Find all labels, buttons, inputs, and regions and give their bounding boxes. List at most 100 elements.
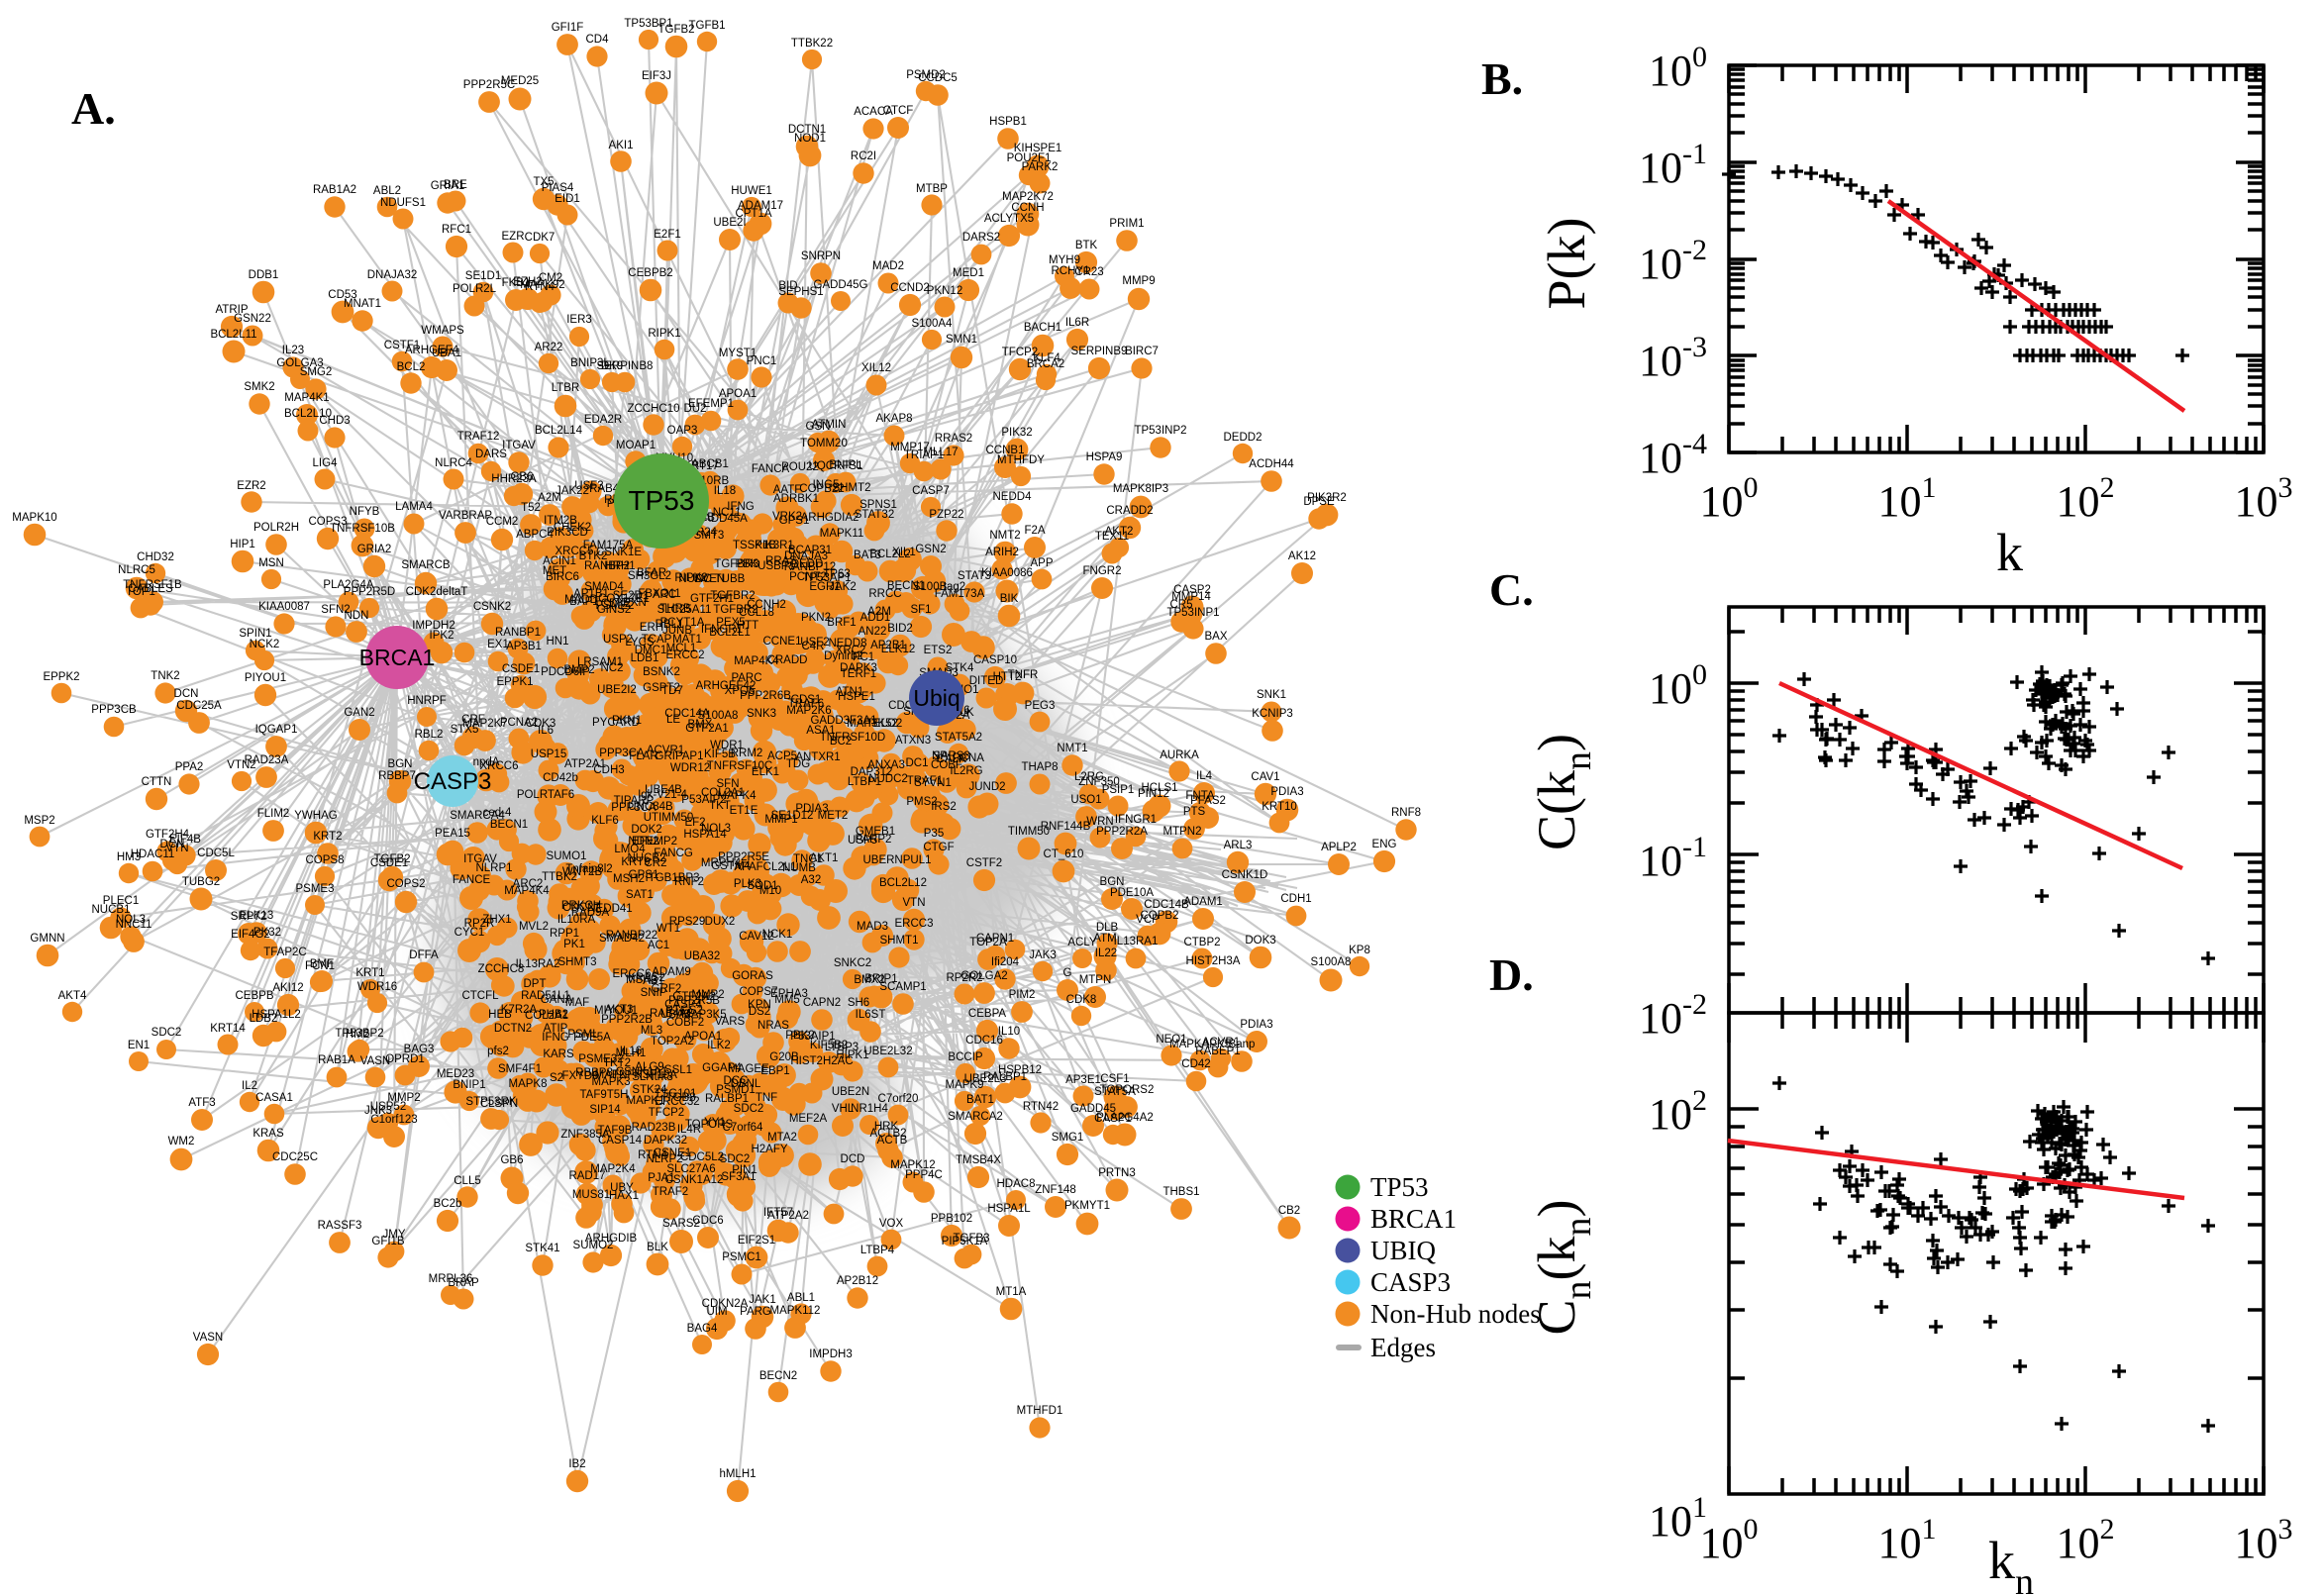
svg-text:VASN: VASN xyxy=(360,1055,390,1067)
svg-text:NUCB1: NUCB1 xyxy=(92,904,131,916)
svg-text:Ubiq: Ubiq xyxy=(913,685,960,711)
svg-text:HM3: HM3 xyxy=(117,851,141,863)
svg-text:DMC1: DMC1 xyxy=(635,645,667,656)
svg-text:PIK3R1: PIK3R1 xyxy=(755,540,794,551)
svg-text:CASP7: CASP7 xyxy=(912,485,950,497)
svg-text:GSN2: GSN2 xyxy=(915,544,946,555)
svg-text:FAM173A: FAM173A xyxy=(935,588,985,600)
svg-text:UBE4B: UBE4B xyxy=(645,784,682,796)
svg-text:IL4R: IL4R xyxy=(677,1124,701,1136)
svg-text:PIK3R2: PIK3R2 xyxy=(1307,492,1347,504)
svg-text:ABL2: ABL2 xyxy=(373,185,401,197)
svg-text:MTHFD1: MTHFD1 xyxy=(1017,1405,1063,1417)
svg-text:SFN: SFN xyxy=(717,778,740,790)
svg-text:TRIAP1: TRIAP1 xyxy=(904,449,944,461)
svg-text:NCK1: NCK1 xyxy=(762,929,793,941)
svg-text:C1orf123: C1orf123 xyxy=(370,1114,417,1126)
svg-text:GOLGA2: GOLGA2 xyxy=(960,970,1007,982)
svg-text:CABLES: CABLES xyxy=(128,583,173,595)
svg-text:IL6R: IL6R xyxy=(1065,317,1089,329)
svg-text:XIL12: XIL12 xyxy=(861,362,891,374)
svg-text:IFT57: IFT57 xyxy=(763,1207,793,1219)
svg-text:FNGR2: FNGR2 xyxy=(1083,565,1122,577)
svg-text:JMY: JMY xyxy=(383,1229,406,1241)
svg-text:CDKN2A: CDKN2A xyxy=(702,1298,749,1310)
svg-text:PPP3CB: PPP3CB xyxy=(91,704,137,716)
svg-text:RRM2: RRM2 xyxy=(731,748,763,759)
svg-text:NEO1: NEO1 xyxy=(1156,1034,1186,1046)
svg-text:FLAR: FLAR xyxy=(629,750,657,762)
svg-text:EX1: EX1 xyxy=(487,639,509,650)
svg-text:MM5: MM5 xyxy=(774,994,800,1006)
svg-text:TNFR: TNFR xyxy=(1008,669,1039,681)
svg-text:TNK2: TNK2 xyxy=(151,670,179,682)
svg-text:MTHFDY: MTHFDY xyxy=(997,454,1045,466)
svg-text:MLL17: MLL17 xyxy=(923,447,958,458)
svg-text:PIM2: PIM2 xyxy=(1009,989,1036,1001)
svg-text:JAK3: JAK3 xyxy=(1029,949,1057,961)
svg-text:PARK2: PARK2 xyxy=(1022,161,1059,173)
svg-text:FANCA: FANCA xyxy=(752,463,790,475)
svg-text:RC2I: RC2I xyxy=(851,150,876,162)
svg-text:VHL: VHL xyxy=(832,1103,855,1115)
svg-text:RABEP1: RABEP1 xyxy=(1195,1046,1240,1057)
svg-text:UBA1: UBA1 xyxy=(432,348,461,359)
svg-text:AP2B12: AP2B12 xyxy=(837,1275,878,1287)
svg-text:SF3A1: SF3A1 xyxy=(721,1171,756,1183)
svg-text:LRSAM1: LRSAM1 xyxy=(577,656,623,668)
svg-text:CDS1: CDS1 xyxy=(791,694,822,706)
svg-text:ERCC6: ERCC6 xyxy=(613,968,652,980)
svg-text:BIK: BIK xyxy=(1000,593,1019,605)
svg-text:Tnfaip8l2: Tnfaip8l2 xyxy=(565,863,612,875)
svg-text:Banp: Banp xyxy=(1229,1039,1256,1050)
svg-text:MTA2: MTA2 xyxy=(767,1132,797,1144)
svg-text:CSNK1D: CSNK1D xyxy=(1222,869,1268,881)
svg-text:MAPK112: MAPK112 xyxy=(770,1305,821,1317)
svg-text:BCAP31: BCAP31 xyxy=(788,545,832,556)
svg-text:NCK2: NCK2 xyxy=(250,639,280,650)
svg-text:BIRC6: BIRC6 xyxy=(546,571,579,583)
svg-text:ADAM17: ADAM17 xyxy=(738,200,783,212)
svg-text:C7orf64: C7orf64 xyxy=(723,1122,764,1134)
svg-text:DPT: DPT xyxy=(524,978,547,990)
svg-text:TKT2: TKT2 xyxy=(603,1057,631,1069)
svg-text:IMPDH3: IMPDH3 xyxy=(809,1348,852,1360)
svg-text:TNF: TNF xyxy=(756,1092,777,1104)
svg-text:ARIH2: ARIH2 xyxy=(985,547,1019,558)
svg-text:MAPK3: MAPK3 xyxy=(592,1076,631,1088)
svg-text:HN1: HN1 xyxy=(546,636,568,648)
svg-text:CAPN1: CAPN1 xyxy=(976,933,1014,945)
svg-text:BECN1: BECN1 xyxy=(887,580,925,592)
svg-text:NMT1: NMT1 xyxy=(1057,743,1087,754)
svg-text:TP53BP2: TP53BP2 xyxy=(335,1028,383,1040)
svg-text:TP53BP1: TP53BP1 xyxy=(624,18,672,30)
svg-text:SPIN1: SPIN1 xyxy=(239,628,271,640)
svg-text:LAMA4: LAMA4 xyxy=(395,501,433,513)
svg-text:HUWE1: HUWE1 xyxy=(731,185,772,197)
svg-text:CSNK2: CSNK2 xyxy=(473,601,511,613)
svg-text:ATP2A1: ATP2A1 xyxy=(564,758,606,770)
svg-text:KARS: KARS xyxy=(543,1048,574,1060)
svg-text:THBS1: THBS1 xyxy=(1162,1186,1199,1198)
svg-text:NC2: NC2 xyxy=(600,662,623,674)
svg-text:HSPB1: HSPB1 xyxy=(989,116,1027,128)
svg-text:ING5: ING5 xyxy=(813,479,840,491)
svg-text:SLNtrk3: SLNtrk3 xyxy=(632,1071,673,1083)
svg-text:D.: D. xyxy=(1489,949,1534,1000)
svg-text:PKN12: PKN12 xyxy=(927,285,962,297)
svg-text:JAK2: JAK2 xyxy=(829,581,857,593)
svg-text:SDC2: SDC2 xyxy=(720,1153,751,1165)
svg-text:MMP2: MMP2 xyxy=(387,1092,420,1104)
svg-text:C7orf20: C7orf20 xyxy=(878,1093,919,1105)
svg-text:FANCG: FANCG xyxy=(654,848,693,859)
svg-text:MET: MET xyxy=(543,565,566,577)
svg-text:DPSE: DPSE xyxy=(1303,496,1335,508)
svg-text:EZR2: EZR2 xyxy=(237,480,265,492)
svg-text:ATRIP: ATRIP xyxy=(215,304,248,316)
svg-text:H2AFY: H2AFY xyxy=(751,1144,787,1155)
svg-text:CPT1A: CPT1A xyxy=(735,208,771,220)
svg-text:RIPK1: RIPK1 xyxy=(648,328,680,340)
svg-text:GSTM4: GSTM4 xyxy=(711,860,751,872)
svg-text:PEX5: PEX5 xyxy=(716,617,745,629)
svg-text:CSDE1: CSDE1 xyxy=(370,857,408,869)
